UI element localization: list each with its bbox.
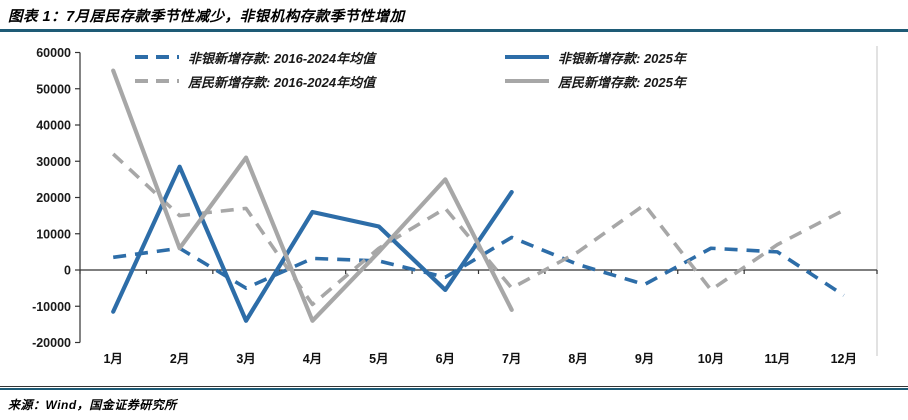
y-tick-label: 30000 bbox=[36, 155, 71, 169]
title-rule bbox=[0, 29, 908, 32]
y-tick-label: 40000 bbox=[36, 119, 71, 133]
footer-rule bbox=[0, 388, 908, 390]
legend-line-dashed-blue bbox=[135, 55, 179, 59]
y-tick-label: 20000 bbox=[36, 191, 71, 205]
source-note: 来源：Wind，国金证券研究所 bbox=[8, 398, 177, 412]
series-line-1 bbox=[111, 152, 845, 307]
x-tick-label: 6月 bbox=[436, 352, 455, 366]
legend-line-dashed-gray bbox=[135, 79, 179, 83]
series-line-3 bbox=[111, 68, 514, 323]
legend-label: 居民新增存款: 2025年 bbox=[558, 74, 686, 90]
series-line-2 bbox=[111, 164, 514, 323]
footer-rule-shade bbox=[0, 386, 908, 387]
legend-item-nonbank-2025: 非银新增存款: 2025年 bbox=[505, 49, 686, 66]
y-tick-label: 60000 bbox=[36, 46, 71, 60]
y-tick-label: 10000 bbox=[36, 227, 71, 241]
x-tick-label: 11月 bbox=[765, 352, 791, 366]
legend-label: 非银新增存款: 2016-2024年均值 bbox=[188, 50, 376, 66]
x-tick-label: 2月 bbox=[170, 352, 189, 366]
x-tick-label: 9月 bbox=[635, 352, 654, 366]
legend-line-solid-gray bbox=[505, 79, 549, 83]
y-tick-label: 50000 bbox=[36, 82, 71, 96]
x-tick-label: 12月 bbox=[831, 352, 857, 366]
x-tick-label: 3月 bbox=[236, 352, 255, 366]
line-chart: -20000 -10000 0 10000 20000 30000 40000 50000 60… bbox=[0, 36, 908, 366]
x-tick-label: 5月 bbox=[369, 352, 388, 366]
legend-item-household-avg: 居民新增存款: 2016-2024年均值 bbox=[135, 73, 376, 90]
x-tick-label: 1月 bbox=[103, 352, 122, 366]
x-tick-label: 10月 bbox=[698, 352, 724, 366]
x-tick-label: 7月 bbox=[502, 352, 521, 366]
y-tick-label: -20000 bbox=[32, 336, 71, 350]
legend-item-household-2025: 居民新增存款: 2025年 bbox=[505, 73, 686, 90]
legend-label: 非银新增存款: 2025年 bbox=[558, 50, 686, 66]
x-tick-label: 8月 bbox=[568, 352, 587, 366]
y-tick-label: -10000 bbox=[32, 300, 71, 314]
y-tick-label: 0 bbox=[64, 264, 71, 278]
x-tick-label: 4月 bbox=[303, 352, 322, 366]
plot-canvas: -20000 -10000 0 10000 20000 30000 40000 50000 60… bbox=[32, 46, 878, 366]
legend-line-solid-blue bbox=[505, 55, 549, 59]
chart-title: 图表 1：7月居民存款季节性减少，非银机构存款季节性增加 bbox=[8, 9, 405, 25]
legend-label: 居民新增存款: 2016-2024年均值 bbox=[188, 74, 376, 90]
legend-item-nonbank-avg: 非银新增存款: 2016-2024年均值 bbox=[135, 49, 376, 66]
